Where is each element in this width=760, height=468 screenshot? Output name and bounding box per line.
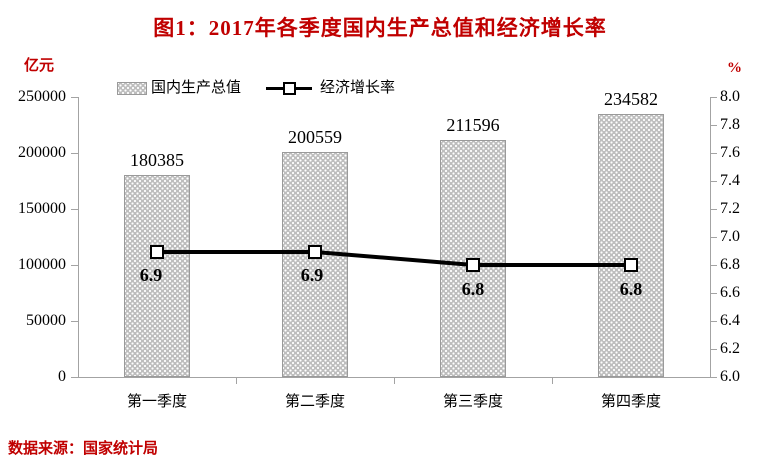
y-tick-mark (711, 321, 717, 322)
y-tick-mark (71, 97, 78, 98)
growth-value-label: 6.9 (139, 265, 163, 285)
plot-area (78, 97, 710, 377)
gdp-bar-q4 (598, 114, 664, 377)
x-tick-mark (394, 378, 395, 384)
y-tick-label: 7.0 (720, 228, 740, 245)
legend-line-marker-icon (266, 80, 312, 97)
legend-line-label: 经济增长率 (320, 79, 396, 96)
x-axis-label: 第二季度 (284, 393, 345, 410)
x-tick-mark (236, 378, 237, 384)
y-tick-label: 8.0 (720, 88, 740, 105)
gdp-bar-q3 (440, 140, 506, 377)
bar-value-label: 211596 (446, 115, 500, 135)
left-axis-line (78, 97, 79, 378)
x-axis-label: 第三季度 (442, 393, 503, 410)
y-tick-label: 150000 (18, 200, 66, 217)
x-axis-label: 第一季度 (126, 393, 187, 410)
line-marker-icon (624, 258, 638, 272)
x-tick-mark (552, 378, 553, 384)
gdp-bar-q1 (124, 175, 190, 377)
y-tick-mark (711, 181, 717, 182)
bar-value-label: 180385 (130, 150, 184, 170)
y-tick-label: 7.4 (720, 172, 740, 189)
right-axis-unit: % (727, 60, 742, 76)
bar-value-label: 200559 (288, 127, 342, 147)
y-tick-mark (71, 265, 78, 266)
y-tick-label: 7.6 (720, 144, 740, 161)
growth-value-label: 6.9 (300, 265, 324, 285)
y-tick-mark (71, 209, 78, 210)
bar-value-label: 234582 (604, 89, 658, 109)
gdp-bar-q2 (282, 152, 348, 377)
x-axis-label: 第四季度 (600, 393, 661, 410)
y-tick-mark (711, 153, 717, 154)
x-axis-line (78, 377, 711, 378)
right-axis-line (710, 97, 711, 378)
y-tick-mark (711, 349, 717, 350)
left-axis-unit: 亿元 (24, 57, 55, 74)
y-tick-mark (71, 377, 78, 378)
y-tick-label: 200000 (18, 144, 66, 161)
growth-value-label: 6.8 (619, 279, 643, 299)
growth-value-label: 6.8 (461, 279, 485, 299)
y-tick-mark (711, 125, 717, 126)
line-marker-icon (150, 245, 164, 259)
line-marker-icon (308, 245, 322, 259)
chart-title: 图1：2017年各季度国内生产总值和经济增长率 (153, 16, 607, 40)
y-tick-label: 50000 (26, 312, 66, 329)
y-tick-mark (711, 293, 717, 294)
y-tick-label: 6.8 (720, 256, 740, 273)
y-tick-label: 100000 (18, 256, 66, 273)
data-source: 数据来源：国家统计局 (8, 440, 159, 457)
y-tick-label: 250000 (18, 88, 66, 105)
y-tick-label: 0 (58, 368, 66, 385)
y-tick-mark (711, 237, 717, 238)
y-tick-label: 7.8 (720, 116, 740, 133)
y-tick-label: 7.2 (720, 200, 740, 217)
line-marker-icon (466, 258, 480, 272)
y-tick-mark (711, 97, 717, 98)
y-tick-mark (711, 377, 717, 378)
y-tick-mark (711, 209, 717, 210)
legend-bar-label: 国内生产总值 (151, 79, 242, 96)
legend-bar-swatch-icon (117, 82, 147, 95)
y-tick-label: 6.6 (720, 284, 740, 301)
y-tick-label: 6.2 (720, 340, 740, 357)
y-tick-mark (71, 321, 78, 322)
y-tick-label: 6.4 (720, 312, 740, 329)
legend-square-marker-icon (283, 82, 296, 95)
y-tick-mark (71, 153, 78, 154)
growth-line (150, 245, 638, 272)
y-tick-mark (711, 265, 717, 266)
y-tick-label: 6.0 (720, 368, 740, 385)
